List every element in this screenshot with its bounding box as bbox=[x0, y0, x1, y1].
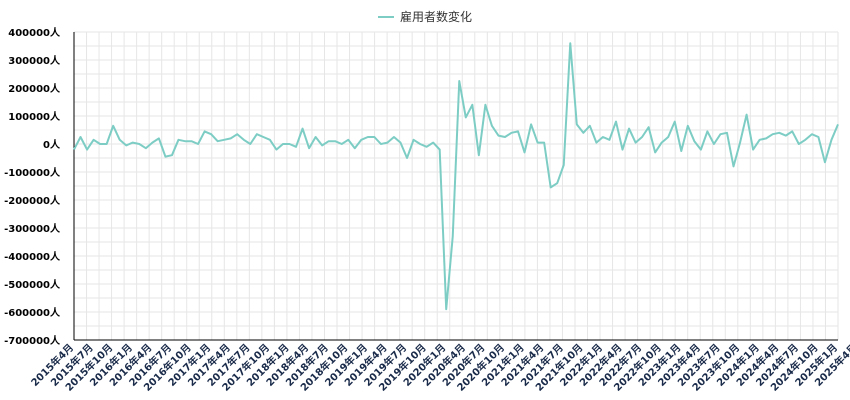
y-tick-label: -100000人 bbox=[4, 166, 61, 179]
y-tick-label: 100000人 bbox=[8, 110, 61, 123]
y-tick-label: -400000人 bbox=[4, 250, 61, 263]
y-tick-label: -200000人 bbox=[4, 194, 61, 207]
y-tick-label: 0人 bbox=[43, 138, 61, 151]
y-axis-ticks: 400000人 300000人 200000人 100000人 0人 -100000人 -2… bbox=[4, 26, 61, 347]
y-tick-label: 300000人 bbox=[8, 54, 61, 67]
series-layer bbox=[73, 42, 839, 311]
x-axis-ticks: 2015年4月2015年7月2015年10月2016年1月2016年4月2016… bbox=[28, 341, 850, 394]
y-tick-label: -500000人 bbox=[4, 278, 61, 291]
axes bbox=[73, 32, 838, 341]
y-tick-label: -600000人 bbox=[4, 306, 61, 319]
legend[interactable]: 雇用者数変化 bbox=[378, 9, 472, 24]
y-tick-label: 400000人 bbox=[8, 26, 61, 39]
series-line bbox=[73, 42, 839, 311]
y-tick-label: 200000人 bbox=[8, 82, 61, 95]
legend-label: 雇用者数変化 bbox=[400, 9, 472, 24]
y-tick-label: -300000人 bbox=[4, 222, 61, 235]
y-tick-label: -700000人 bbox=[4, 334, 61, 347]
grid bbox=[73, 31, 839, 341]
